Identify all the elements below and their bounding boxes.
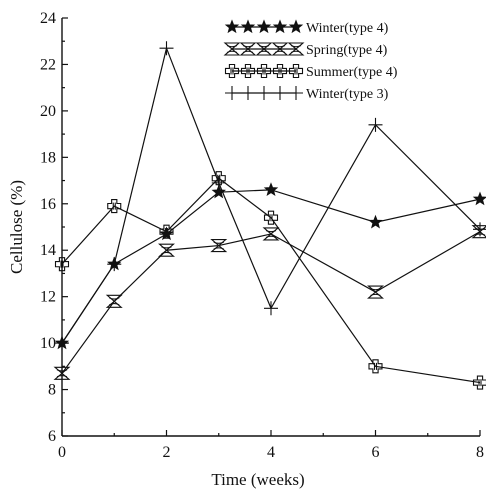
x-ticks: 0 2 4 6 8	[58, 430, 484, 461]
x-axis-label: Time (weeks)	[211, 470, 304, 489]
legend-marker	[273, 86, 287, 100]
legend-item: Winter(type 3)	[225, 86, 389, 102]
y-tick-label: 6	[48, 428, 56, 445]
data-point	[472, 375, 486, 390]
data-point	[211, 175, 226, 190]
x-tick-label: 0	[58, 444, 66, 461]
data-point	[263, 182, 279, 196]
data-point	[368, 117, 383, 132]
data-point	[159, 226, 174, 241]
legend-marker	[289, 86, 303, 100]
data-point	[264, 301, 278, 316]
legend-marker	[224, 19, 240, 34]
y-tick-label: 20	[40, 103, 56, 120]
series-line	[61, 189, 481, 344]
data-point	[55, 336, 69, 351]
legend-marker	[288, 19, 304, 34]
series-hourglass	[53, 225, 486, 380]
legend-marker	[271, 42, 289, 56]
y-tick-label: 16	[40, 196, 56, 213]
data-point	[368, 359, 383, 374]
legend-label: Spring(type 4)	[306, 43, 388, 58]
y-ticks: 6 8 10 12 14 16 18 20 22 24	[40, 10, 68, 445]
legend-marker	[272, 19, 288, 34]
series-line	[61, 177, 481, 384]
data-point	[105, 294, 123, 308]
data-point	[107, 257, 122, 272]
x-tick-label: 8	[476, 444, 484, 461]
series-cross	[54, 171, 486, 390]
y-tick-label: 8	[48, 382, 56, 399]
legend-item: Summer(type 4)	[224, 63, 398, 80]
legend-marker	[287, 42, 305, 56]
data-point	[53, 366, 71, 380]
y-tick-label: 22	[40, 56, 56, 73]
data-point	[472, 191, 486, 206]
legend-item: Winter(type 4)	[224, 19, 389, 36]
data-point	[367, 285, 384, 299]
data-point	[210, 239, 228, 253]
legend-marker	[225, 86, 239, 100]
legend-marker	[257, 86, 271, 100]
legend-marker	[255, 42, 273, 56]
data-point	[159, 224, 174, 239]
legend-label: Summer(type 4)	[306, 65, 398, 80]
data-point	[159, 41, 174, 56]
legend-marker	[288, 63, 304, 79]
legend-marker	[241, 86, 255, 100]
data-point	[368, 214, 383, 229]
series-plus	[55, 41, 486, 351]
legend-marker	[223, 42, 241, 56]
x-tick-label: 4	[267, 444, 275, 461]
legend-item: Spring(type 4)	[223, 42, 388, 58]
legend-marker	[256, 19, 272, 34]
legend-marker	[224, 63, 240, 79]
data-point	[211, 184, 226, 199]
data-point	[263, 210, 279, 225]
data-point	[54, 257, 70, 272]
y-tick-label: 24	[40, 10, 56, 27]
y-tick-label: 12	[40, 289, 56, 306]
series-group	[53, 41, 486, 390]
data-point	[107, 199, 122, 214]
legend-marker	[240, 19, 256, 34]
legend-marker	[256, 63, 272, 79]
legend: Winter(type 4) Spring(type 4) Summer(type …	[223, 19, 398, 102]
y-axis-label: Cellulose (%)	[7, 180, 26, 274]
legend-marker	[272, 63, 288, 79]
legend-marker	[239, 42, 257, 56]
x-tick-label: 6	[372, 444, 380, 461]
legend-marker	[240, 63, 256, 79]
y-tick-label: 18	[40, 149, 56, 166]
x-tick-label: 2	[163, 444, 171, 461]
y-tick-label: 10	[40, 335, 56, 352]
y-tick-label: 14	[40, 242, 56, 259]
data-point	[473, 222, 486, 237]
data-point	[262, 227, 280, 241]
data-point	[158, 243, 175, 257]
legend-label: Winter(type 4)	[306, 21, 389, 36]
legend-label: Winter(type 3)	[306, 87, 389, 102]
